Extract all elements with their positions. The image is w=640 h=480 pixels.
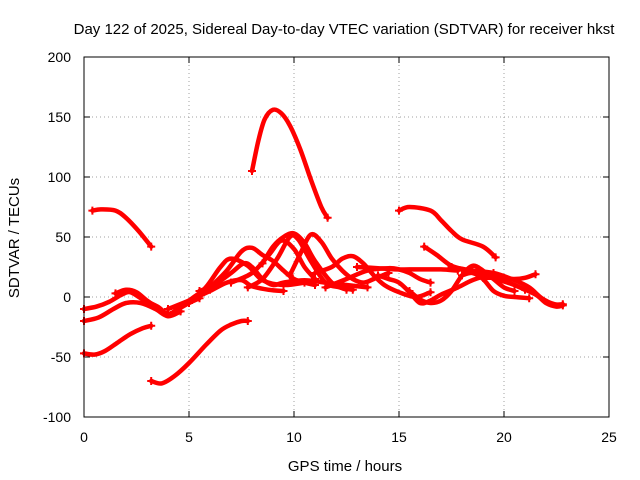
series-endpoint-marker (195, 287, 204, 295)
series-line-arc-20 (396, 204, 498, 260)
series-endpoint-marker (342, 285, 351, 294)
plot-area-border (83, 56, 610, 418)
y-axis-label: SDTVAR / TECUs (6, 178, 23, 298)
series-endpoint-marker (147, 242, 156, 251)
series-endpoint-marker (147, 321, 156, 330)
series-endpoint-marker (248, 167, 256, 175)
series-line-arc-1 (90, 207, 154, 249)
series-endpoint-marker (558, 300, 567, 309)
series-endpoint-marker (185, 299, 193, 307)
series-line-arc-19 (375, 270, 496, 306)
series-endpoint-marker (285, 271, 294, 280)
series-endpoint-marker (525, 294, 534, 303)
x-tick-label: 5 (185, 429, 193, 445)
series-endpoint-marker (405, 287, 414, 295)
series-endpoint-marker (323, 213, 332, 222)
series-line-arc-6 (148, 318, 251, 386)
series-endpoint-marker (321, 283, 330, 292)
series-endpoint-marker (363, 283, 372, 292)
y-tick-label: 150 (48, 109, 72, 125)
series-endpoint-marker (395, 206, 403, 215)
x-tick-label: 10 (286, 429, 302, 445)
series-endpoint-marker (279, 287, 288, 295)
series-endpoint-marker (531, 270, 540, 279)
series-endpoint-marker (164, 305, 172, 313)
series-endpoint-marker (468, 266, 477, 275)
series-endpoint-marker (458, 271, 466, 280)
y-tick-label: -100 (43, 409, 71, 425)
series-line-arc-2 (81, 323, 154, 357)
chart-title: Day 122 of 2025, Sidereal Day-to-day VTE… (74, 21, 616, 38)
y-tick-label: 100 (48, 169, 72, 185)
x-tick-label: 0 (80, 429, 88, 445)
tick-layer: 0 5 10 15 20 25 -100 -50 0 50 100 150 200 (43, 49, 617, 445)
series-endpoint-marker (374, 271, 382, 280)
series-endpoint-marker (426, 288, 435, 297)
series-layer (80, 107, 567, 386)
series-endpoint-marker (88, 206, 97, 215)
series-endpoint-marker (227, 278, 235, 287)
series-line-arc-14 (260, 230, 349, 293)
x-tick-label: 20 (496, 429, 512, 445)
x-tick-label: 15 (391, 429, 407, 445)
y-tick-label: 50 (55, 229, 71, 245)
series-endpoint-marker (479, 273, 487, 282)
y-tick-label: 200 (48, 49, 72, 65)
series-endpoint-marker (510, 287, 519, 295)
series-line-arc-13 (249, 107, 330, 221)
y-tick-label: -50 (51, 349, 71, 365)
series-line-arc-26 (480, 271, 538, 282)
series-endpoint-marker (447, 263, 456, 271)
series-endpoint-marker (147, 377, 156, 385)
series-endpoint-marker (258, 259, 267, 268)
series-line-arc-18 (354, 264, 461, 273)
series-endpoint-marker (243, 283, 252, 292)
series-line-arc-25 (470, 268, 566, 307)
series-endpoint-marker (426, 278, 435, 287)
series-endpoint-marker (243, 317, 252, 325)
series-endpoint-marker (491, 253, 500, 262)
x-tick-label: 25 (601, 429, 617, 445)
y-tick-label: 0 (63, 289, 71, 305)
x-axis-label: GPS time / hours (288, 458, 402, 475)
series-endpoint-marker (353, 263, 361, 271)
series-endpoint-marker (111, 289, 120, 298)
grid-layer (84, 57, 609, 417)
series-endpoint-marker (311, 269, 319, 277)
series-endpoint-marker (206, 283, 214, 292)
series-endpoint-marker (420, 242, 429, 251)
